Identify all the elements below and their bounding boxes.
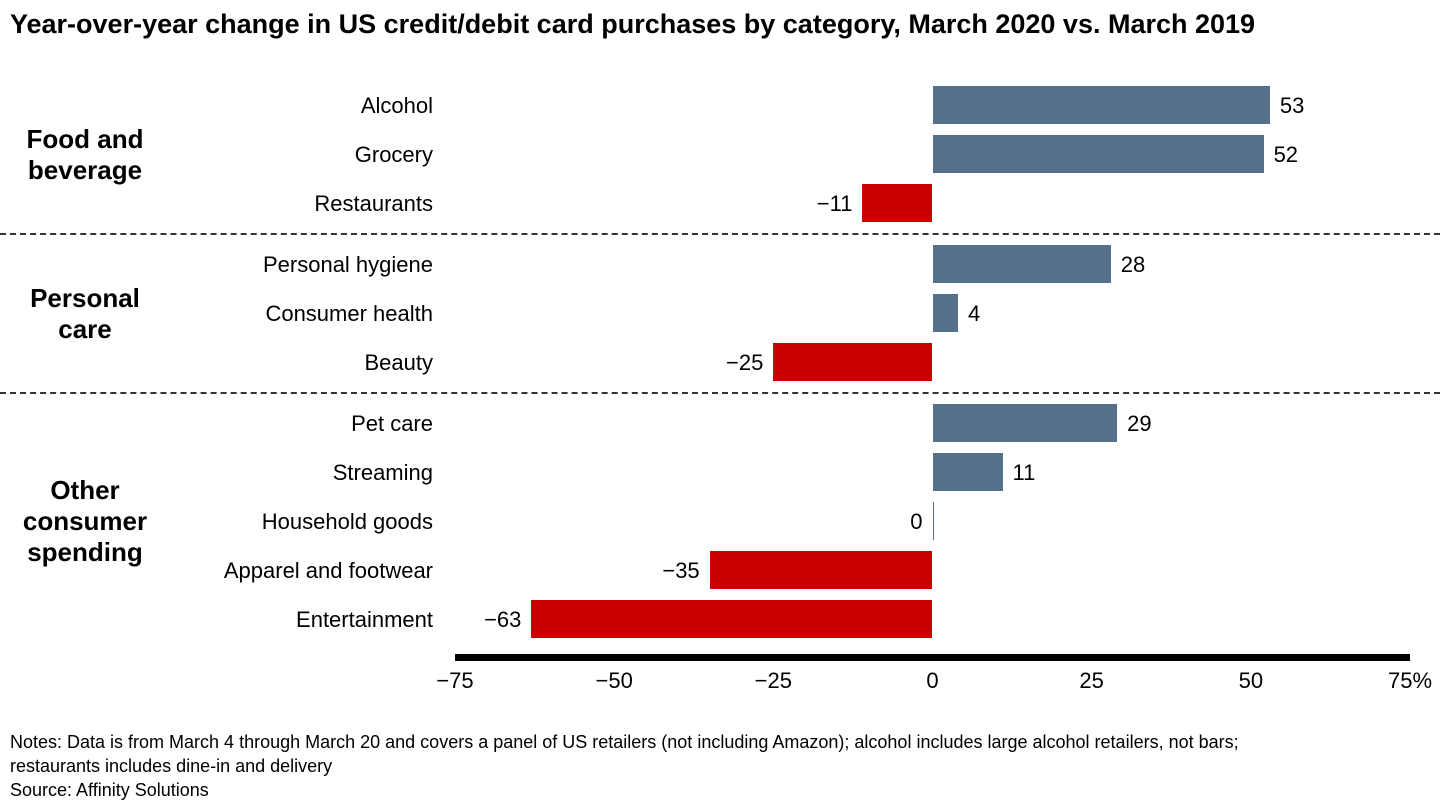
bar-row-household-goods: Household goods 0 (170, 497, 1440, 546)
category-label: Pet care (351, 410, 433, 436)
group-separator (0, 233, 1440, 235)
bar-chart: Food and beverage Alcohol 53 Grocery 52 Restau… (0, 81, 1440, 644)
group-label-other-consumer-spending: Other consumer spending (0, 475, 170, 568)
category-label: Personal hygiene (262, 251, 433, 277)
x-tick-neg75: −75 (436, 668, 474, 693)
bar-restaurants (862, 184, 933, 222)
chart-title: Year-over-year change in US credit/debit… (10, 9, 1256, 39)
bar-row-grocery: Grocery 52 (170, 130, 1440, 179)
value-label: 11 (1012, 459, 1036, 485)
group-label-personal-care: Personal care (0, 283, 170, 345)
bar-consumer-health (932, 294, 958, 332)
group-label-line: Food and (26, 123, 144, 154)
group-label-line: Personal (30, 282, 140, 313)
category-label: Entertainment (296, 606, 433, 632)
bar-streaming (932, 453, 1003, 491)
plot-cell: 4 (455, 289, 1410, 338)
plot-cell: 11 (455, 448, 1410, 497)
category-group-personal-care: Personal care Personal hygiene 28 Consumer h… (0, 240, 1440, 387)
bar-alcohol (932, 86, 1270, 124)
value-label: 0 (910, 508, 923, 534)
x-tick-neg25: −25 (754, 668, 792, 693)
group-rows: Pet care 29 Streaming 11 Household goods 0 App… (170, 399, 1440, 644)
category-label: Grocery (354, 141, 433, 167)
x-tick-25: 25 (1079, 668, 1104, 693)
x-tick-neg50: −50 (595, 668, 633, 693)
value-label: 29 (1127, 410, 1152, 436)
value-label: −25 (726, 349, 764, 375)
plot-cell: 28 (455, 240, 1410, 289)
plot-cell: 53 (455, 81, 1410, 130)
plot-cell: −63 (455, 595, 1410, 644)
category-label: Alcohol (360, 92, 433, 118)
plot-cell: −35 (455, 546, 1410, 595)
plot-cell: −11 (455, 179, 1410, 228)
bar-row-streaming: Streaming 11 (170, 448, 1440, 497)
value-label: 28 (1120, 251, 1146, 277)
group-label-food-and-beverage: Food and beverage (0, 124, 170, 186)
x-tick-75: 75% (1387, 668, 1433, 693)
category-group-food-and-beverage: Food and beverage Alcohol 53 Grocery 52 Restau… (0, 81, 1440, 228)
bar-personal-hygiene (932, 245, 1111, 283)
value-label: −35 (662, 557, 700, 583)
bar-row-pet-care: Pet care 29 (170, 399, 1440, 448)
value-label: 53 (1279, 92, 1305, 118)
plot-cell: 29 (455, 399, 1410, 448)
source: Source: Affinity Solutions (10, 780, 209, 800)
plot-cell: 52 (455, 130, 1410, 179)
group-label-line: spending (27, 537, 143, 567)
footnotes: Notes: Data is from March 4 through Marc… (10, 730, 1424, 802)
notes-line-1: Notes: Data is from March 4 through Marc… (10, 732, 1239, 752)
bar-apparel-and-footwear (709, 551, 933, 589)
bar-row-entertainment: Entertainment −63 (170, 595, 1440, 644)
bar-row-apparel-and-footwear: Apparel and footwear −35 (170, 546, 1440, 595)
category-label: Consumer health (265, 300, 433, 326)
group-rows: Alcohol 53 Grocery 52 Restaurants −11 (170, 81, 1440, 228)
bar-household-goods (932, 502, 935, 540)
category-label: Restaurants (314, 190, 433, 216)
group-label-line: Other (50, 475, 120, 505)
value-label: −11 (816, 190, 853, 216)
value-label: −63 (484, 606, 522, 632)
bar-row-consumer-health: Consumer health 4 (170, 289, 1440, 338)
bar-row-restaurants: Restaurants −11 (170, 179, 1440, 228)
bar-beauty (773, 343, 933, 381)
x-axis-ticks: −75 −50 −25 0 25 50 75% (436, 668, 1432, 696)
x-axis: −75 −50 −25 0 25 50 75% (436, 654, 1432, 696)
bar-entertainment (531, 600, 933, 638)
group-label-line: consumer (22, 506, 148, 536)
group-separator (0, 392, 1440, 394)
category-group-other-consumer-spending: Other consumer spending Pet care 29 Streaming… (0, 399, 1440, 644)
group-rows: Personal hygiene 28 Consumer health 4 Beauty… (170, 240, 1440, 387)
x-tick-0: 0 (926, 668, 939, 693)
x-axis-line (455, 654, 1410, 661)
plot-cell: −25 (455, 338, 1410, 387)
category-label: Apparel and footwear (223, 557, 433, 583)
group-label-line: care (58, 313, 112, 344)
notes-line-2: restaurants includes dine-in and deliver… (10, 756, 333, 776)
bar-row-personal-hygiene: Personal hygiene 28 (170, 240, 1440, 289)
category-label: Household goods (261, 508, 433, 534)
category-label: Streaming (332, 459, 433, 485)
x-tick-50: 50 (1238, 668, 1264, 693)
value-label: 4 (967, 300, 981, 326)
category-label: Beauty (364, 349, 434, 375)
bar-row-beauty: Beauty −25 (170, 338, 1440, 387)
bar-row-alcohol: Alcohol 53 (170, 81, 1440, 130)
bar-grocery (932, 135, 1264, 173)
value-label: 52 (1273, 141, 1299, 167)
plot-cell: 0 (455, 497, 1410, 546)
bar-pet-care (932, 404, 1118, 442)
group-label-line: beverage (27, 154, 143, 185)
